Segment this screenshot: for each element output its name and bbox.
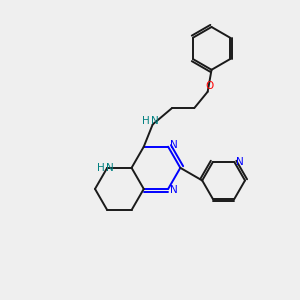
Text: O: O: [205, 81, 213, 92]
Text: H: H: [142, 116, 150, 127]
Text: N: N: [106, 163, 114, 173]
Text: N: N: [169, 140, 177, 150]
Text: H: H: [97, 163, 104, 173]
Text: N: N: [151, 116, 159, 127]
Text: N: N: [169, 185, 177, 195]
Text: N: N: [236, 157, 244, 167]
